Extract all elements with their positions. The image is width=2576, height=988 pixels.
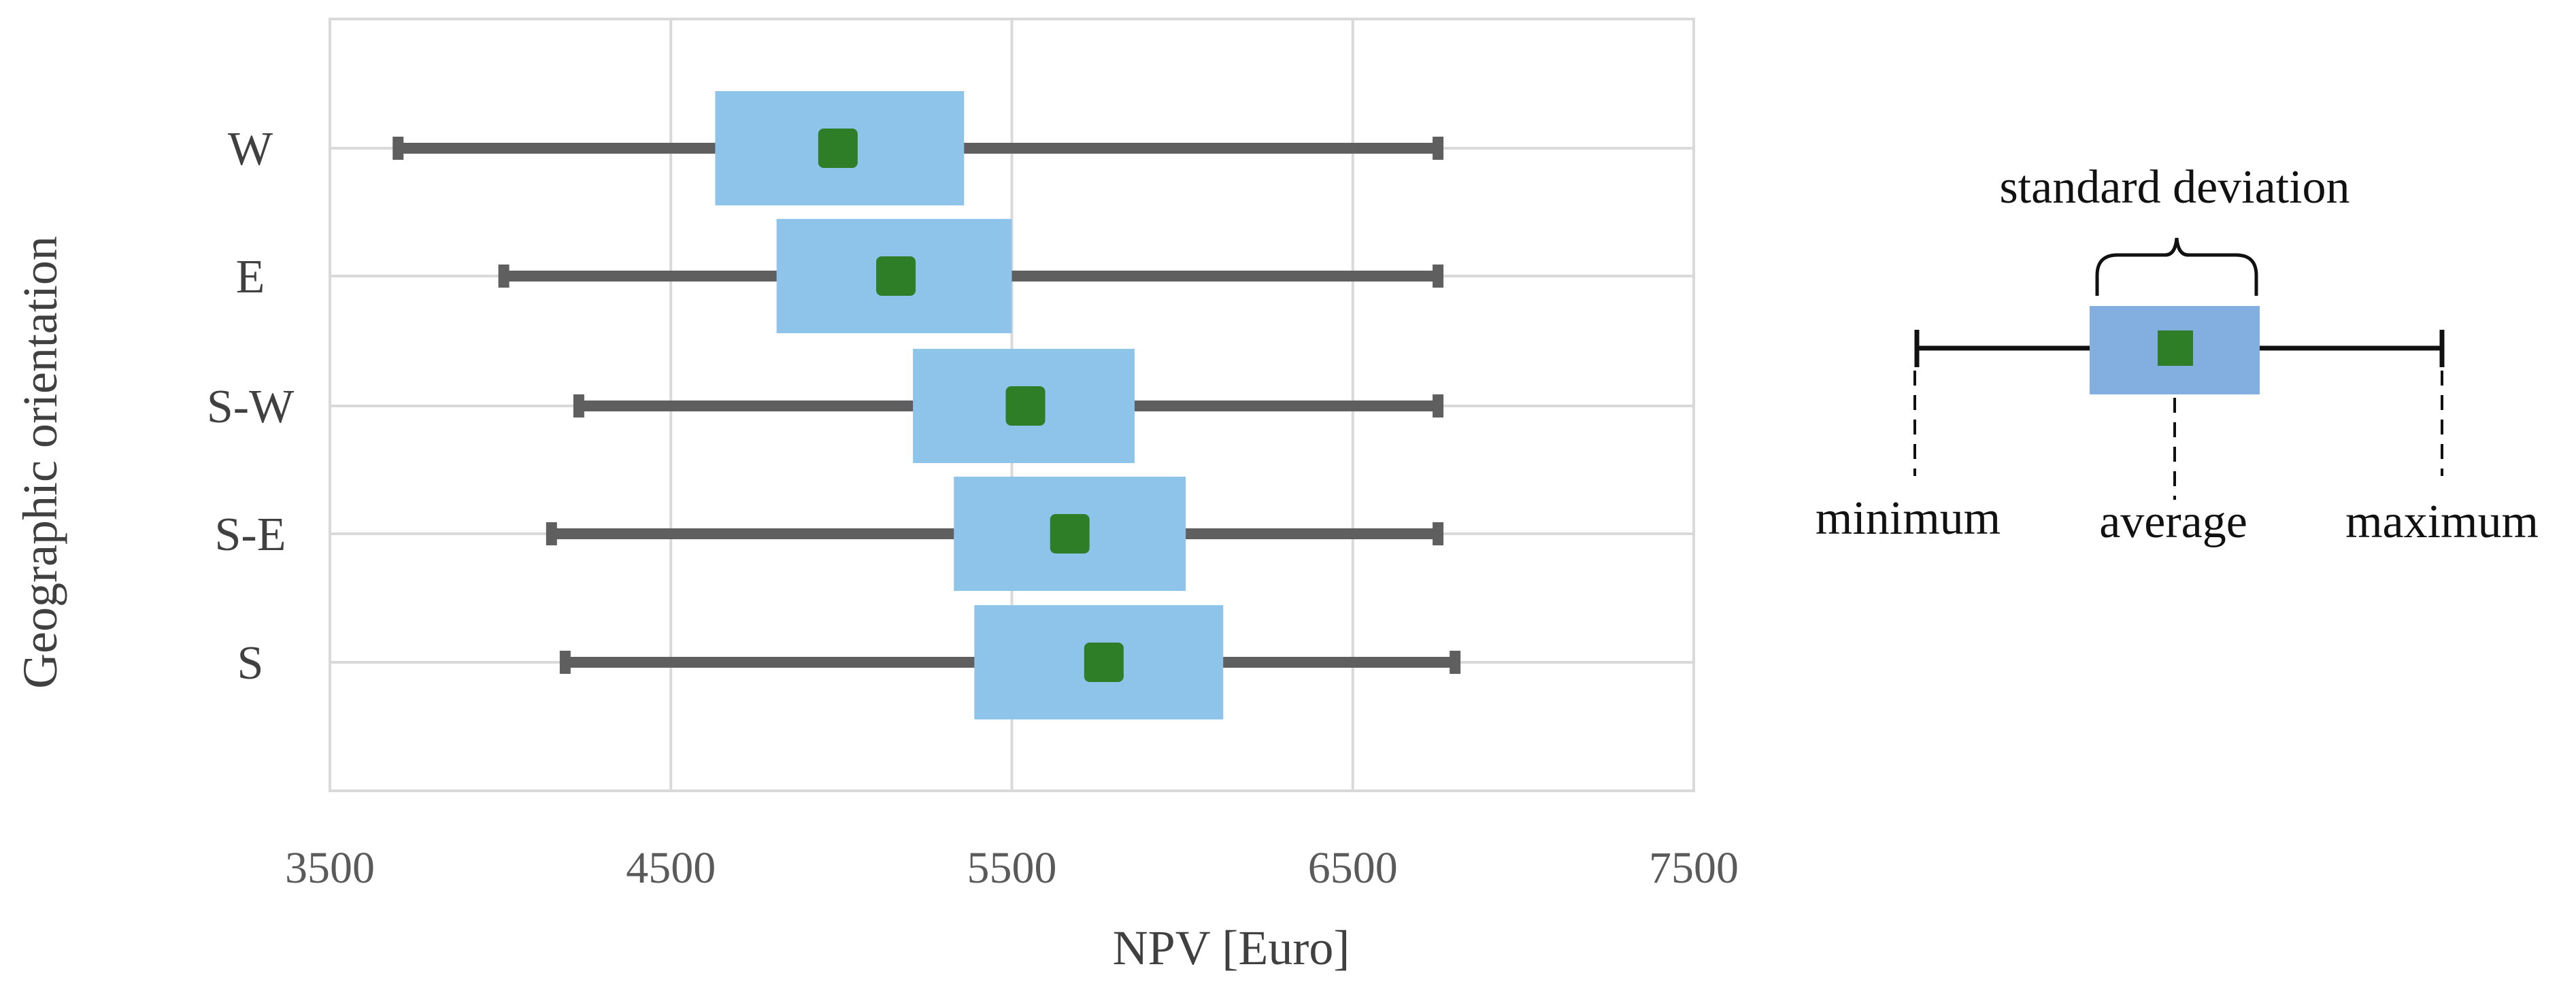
- minimum-cap: [559, 651, 571, 674]
- x-axis-title: NPV [Euro]: [1113, 921, 1350, 975]
- legend-sd-label: standard deviation: [1999, 161, 2349, 214]
- legend-average-label: average: [2099, 496, 2247, 548]
- legend-maximum-label: maximum: [2345, 496, 2539, 548]
- legend-average-marker: [2158, 330, 2193, 366]
- maximum-cap: [1433, 265, 1444, 288]
- category-label: E: [236, 251, 265, 303]
- minimum-cap: [546, 522, 557, 545]
- category-labels: W E S-W S-E S: [207, 123, 294, 689]
- category-label: S: [237, 637, 264, 689]
- category-label: W: [228, 123, 273, 175]
- legend: standard deviation minimum average maxim…: [1816, 161, 2539, 548]
- x-tick-label: 4500: [626, 843, 716, 893]
- x-tick-label: 7500: [1649, 843, 1739, 893]
- legend-brace: [2095, 237, 2258, 296]
- range-marks: [392, 91, 1461, 719]
- maximum-cap: [1433, 394, 1444, 418]
- x-tick-label: 3500: [285, 843, 375, 893]
- average-marker: [818, 129, 858, 168]
- minimum-cap: [498, 265, 509, 288]
- category-label: S-E: [215, 509, 286, 561]
- maximum-cap: [1433, 522, 1444, 545]
- category-label: S-W: [207, 381, 294, 433]
- average-marker: [876, 256, 916, 296]
- average-marker: [1005, 386, 1046, 426]
- x-tick-labels: 3500 4500 5500 6500 7500: [285, 843, 1739, 893]
- maximum-cap: [1450, 651, 1461, 674]
- minimum-cap: [392, 137, 404, 160]
- maximum-cap: [1433, 137, 1444, 160]
- average-marker: [1050, 514, 1090, 553]
- x-tick-label: 5500: [967, 843, 1057, 893]
- average-marker: [1084, 643, 1124, 682]
- minimum-cap: [573, 394, 584, 418]
- y-axis-title: Geographic orientation: [13, 236, 67, 689]
- legend-minimum-label: minimum: [1816, 492, 2001, 545]
- x-tick-label: 6500: [1308, 843, 1398, 893]
